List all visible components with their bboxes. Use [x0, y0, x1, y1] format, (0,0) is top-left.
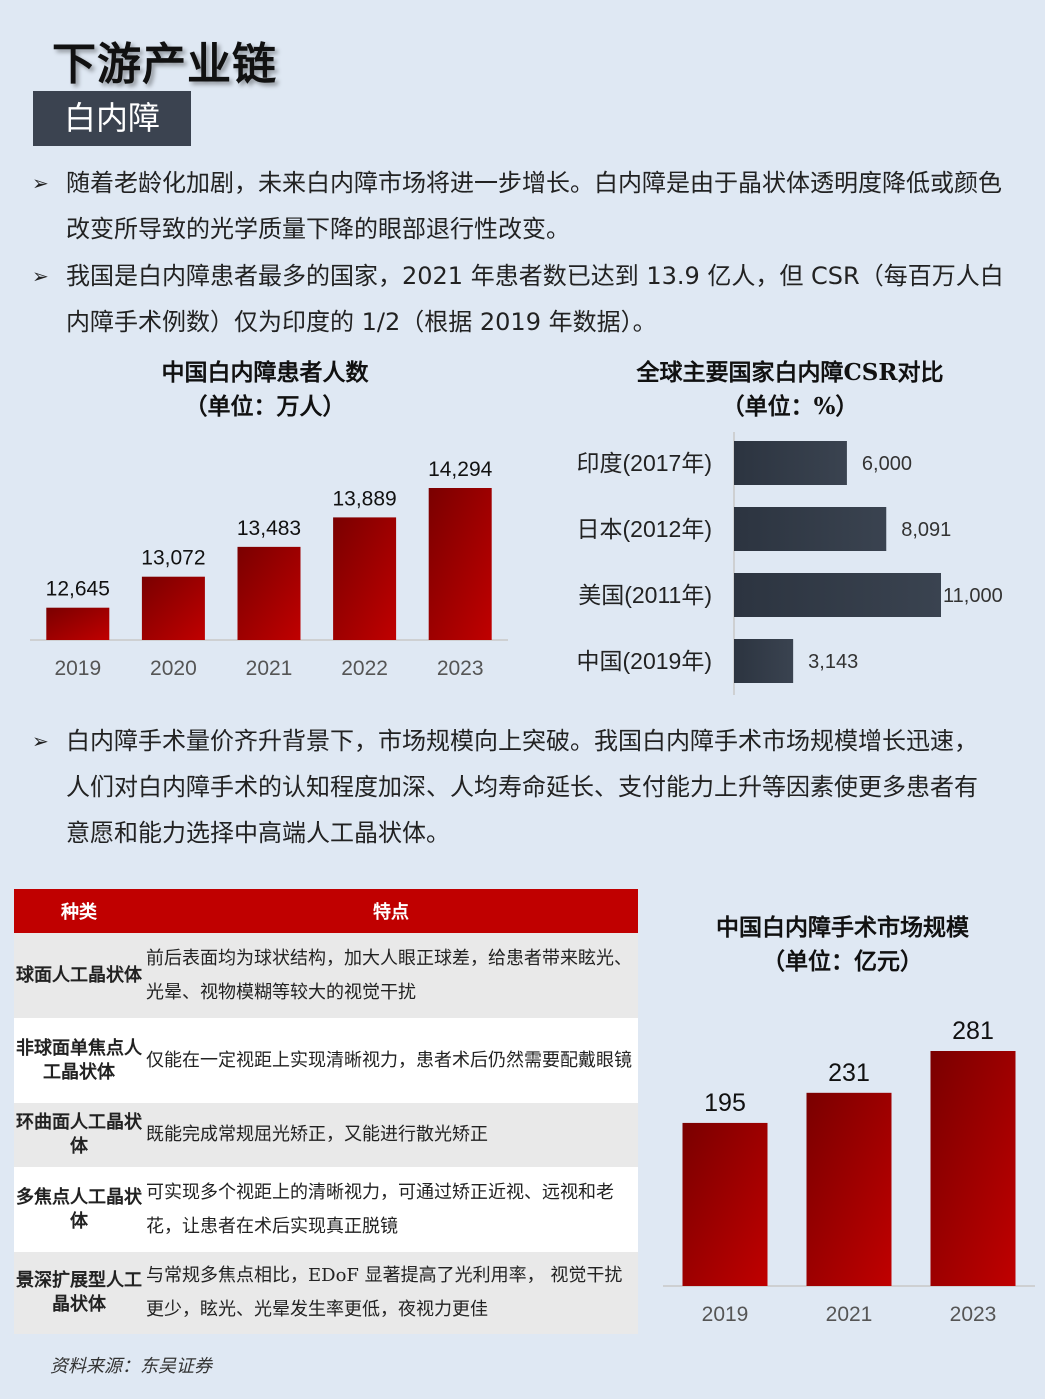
data-label: 3,143 [808, 651, 858, 673]
bullet-text: 我国是白内障患者最多的国家，2021 年患者数已达到 13.9 亿人，但 CSR… [66, 262, 1004, 336]
bar [734, 507, 887, 551]
x-tick-label: 2019 [54, 657, 101, 680]
patients-bar-chart: 12,645 2019 13,072 2020 13,483 2021 13,889 2022… [30, 458, 508, 680]
lens-kind: 球面人工晶状体 [14, 933, 144, 1018]
y-tick-label: 日本(2012年) [577, 516, 712, 542]
bullet-patients: ➢ 我国是白内障患者最多的国家，2021 年患者数已达到 13.9 亿人，但 C… [32, 253, 1022, 345]
bar [333, 517, 397, 640]
data-label: 281 [952, 1017, 994, 1045]
market-bar-chart: 195 2019 231 2021 281 2023 [663, 1017, 1035, 1326]
data-label: 8,091 [901, 519, 951, 541]
y-tick-label: 中国(2019年) [577, 648, 712, 674]
bullet-text: 随着老龄化加剧，未来白内障市场将进一步增长。白内障是由于晶状体透明度降低或颜色改… [66, 169, 1002, 243]
lens-kind: 非球面单焦点人工晶状体 [14, 1018, 144, 1103]
bullet-market: ➢ 白内障手术量价齐升背景下，市场规模向上突破。我国白内障手术市场规模增长迅速，… [32, 718, 982, 856]
lens-kind: 环曲面人工晶状体 [14, 1103, 144, 1167]
chart-subtitle: （单位：%） [721, 393, 859, 420]
chart-title-patients: 中国白内障患者人数 （单位：万人） [80, 356, 450, 424]
y-tick-label: 美国(2011年) [578, 582, 712, 608]
chart-title: 中国白内障手术市场规模 [716, 914, 969, 941]
x-tick-label: 2023 [437, 657, 484, 680]
table-row: 多焦点人工晶状体 可实现多个视距上的清晰视力，可通过矫正近视、远视和老花，让患者… [14, 1167, 638, 1252]
source-note: 资料来源：东吴证券 [50, 1356, 212, 1377]
arrow-icon: ➢ [32, 264, 49, 288]
chart-subtitle: （单位：亿元） [762, 948, 923, 975]
bar [734, 573, 941, 617]
data-label: 13,889 [332, 487, 396, 510]
data-label: 12,645 [46, 578, 110, 601]
lens-desc: 与常规多焦点相比，EDoF 显著提高了光利用率， 视觉干扰更少，眩光、光晕发生率… [144, 1252, 638, 1334]
arrow-icon: ➢ [32, 171, 49, 195]
table-row: 球面人工晶状体 前后表面均为球状结构，加大人眼正球差，给患者带来眩光、光晕、视物… [14, 933, 638, 1018]
bar [46, 607, 110, 640]
lens-kind: 景深扩展型人工晶状体 [14, 1252, 144, 1334]
csr-bar-chart: 6,000 印度(2017年) 8,091 日本(2012年) 11,000 美国(201… [577, 432, 1003, 695]
data-label: 6,000 [862, 453, 912, 475]
lens-desc: 可实现多个视距上的清晰视力，可通过矫正近视、远视和老花，让患者在术后实现真正脱镜 [144, 1167, 638, 1252]
bar [682, 1122, 768, 1286]
bar [734, 441, 847, 485]
x-tick-label: 2023 [950, 1303, 997, 1326]
data-label: 195 [704, 1089, 746, 1117]
table-header-row: 种类 特点 [14, 889, 638, 933]
header-features: 特点 [144, 889, 638, 933]
chart-title: 中国白内障患者人数 [161, 359, 369, 386]
bar [237, 546, 301, 640]
data-label: 11,000 [943, 585, 1003, 607]
chart-title: 全球主要国家白内障CSR对比 [636, 359, 944, 386]
section-tag: 白内障 [33, 91, 191, 146]
bar [806, 1092, 892, 1286]
x-tick-label: 2020 [150, 657, 197, 680]
lens-desc: 仅能在一定视距上实现清晰视力，患者术后仍然需要配戴眼镜 [144, 1018, 638, 1103]
table-row: 环曲面人工晶状体 既能完成常规屈光矫正，又能进行散光矫正 [14, 1103, 638, 1167]
chart-title-csr: 全球主要国家白内障CSR对比 （单位：%） [600, 356, 980, 424]
table-row: 非球面单焦点人工晶状体 仅能在一定视距上实现清晰视力，患者术后仍然需要配戴眼镜 [14, 1018, 638, 1103]
x-tick-label: 2019 [702, 1303, 749, 1326]
bullet-text: 白内障手术量价齐升背景下，市场规模向上突破。我国白内障手术市场规模增长迅速，人们… [66, 727, 978, 847]
chart-title-market: 中国白内障手术市场规模 （单位：亿元） [665, 911, 1020, 979]
x-tick-label: 2022 [341, 657, 388, 680]
x-tick-label: 2021 [826, 1303, 873, 1326]
arrow-icon: ➢ [32, 729, 49, 753]
lens-desc: 既能完成常规屈光矫正，又能进行散光矫正 [144, 1103, 638, 1167]
bar [930, 1051, 1016, 1286]
data-label: 13,072 [141, 547, 205, 570]
y-tick-label: 印度(2017年) [577, 450, 712, 476]
bar [141, 576, 205, 640]
lens-types-table: 种类 特点 球面人工晶状体 前后表面均为球状结构，加大人眼正球差，给患者带来眩光… [14, 889, 638, 1334]
x-tick-label: 2021 [246, 657, 293, 680]
data-label: 14,294 [428, 458, 493, 481]
header-kind: 种类 [14, 889, 144, 933]
data-label: 13,483 [237, 517, 301, 540]
lens-kind: 多焦点人工晶状体 [14, 1167, 144, 1252]
bar [734, 639, 794, 683]
bar [428, 488, 492, 640]
bullet-aging: ➢ 随着老龄化加剧，未来白内障市场将进一步增长。白内障是由于晶状体透明度降低或颜… [32, 160, 1012, 252]
chart-subtitle: （单位：万人） [184, 393, 346, 420]
table-row: 景深扩展型人工晶状体 与常规多焦点相比，EDoF 显著提高了光利用率， 视觉干扰… [14, 1252, 638, 1334]
data-label: 231 [828, 1059, 870, 1087]
page-title: 下游产业链 [52, 39, 277, 90]
lens-desc: 前后表面均为球状结构，加大人眼正球差，给患者带来眩光、光晕、视物模糊等较大的视觉… [144, 933, 638, 1018]
